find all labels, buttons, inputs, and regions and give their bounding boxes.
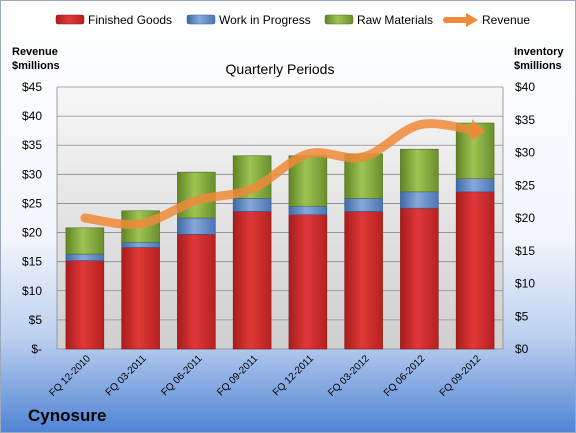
bar-work-in-progress	[455, 178, 495, 193]
legend-item-revenue: Revenue	[443, 13, 530, 27]
bar-work-in-progress	[177, 217, 216, 235]
bar-work-in-progress	[65, 253, 105, 261]
bar-finished-goods	[121, 247, 160, 350]
bar-finished-goods	[288, 214, 328, 350]
legend-item-finished-goods: Finished Goods	[55, 13, 172, 27]
bar-work-in-progress	[400, 191, 439, 209]
left-axis-title-line2: $millions	[12, 60, 60, 72]
bar-finished-goods	[344, 211, 383, 350]
right-tick-label: $10	[515, 277, 535, 291]
right-axis-title-line2: $millions	[514, 60, 562, 72]
bar-work-in-progress	[232, 198, 272, 212]
left-tick-label: $15	[22, 255, 42, 269]
bar-raw-materials	[400, 148, 439, 193]
legend-label-work-in-progress: Work in Progress	[219, 13, 311, 27]
legend-swatch-finished-goods	[55, 14, 85, 25]
legend-swatch-raw-materials	[324, 14, 354, 25]
left-tick-label: $5	[29, 313, 43, 327]
bar-finished-goods	[400, 207, 439, 350]
left-tick-label: $45	[22, 80, 42, 94]
bar-finished-goods	[455, 191, 495, 350]
left-tick-label: $10	[22, 284, 42, 298]
left-tick-label: $35	[22, 138, 42, 152]
left-tick-label: $40	[22, 109, 42, 123]
legend-item-work-in-progress: Work in Progress	[186, 13, 311, 27]
right-axis-ticks: $0 $5 $10 $15 $20 $25 $30 $35 $40	[515, 80, 535, 356]
right-tick-label: $40	[515, 80, 535, 94]
revenue-line-layer	[80, 119, 486, 229]
chart-title: Quarterly Periods	[226, 61, 335, 77]
bar-raw-materials	[65, 227, 105, 255]
right-tick-label: $35	[515, 113, 535, 127]
bar-work-in-progress	[344, 198, 383, 212]
right-axis-title-line1: Inventory	[514, 46, 564, 58]
left-tick-label: $-	[31, 342, 42, 356]
left-tick-label: $30	[22, 167, 42, 181]
revenue-arrowhead	[470, 119, 486, 142]
bar-work-in-progress	[288, 205, 328, 216]
legend-label-revenue: Revenue	[482, 13, 530, 27]
left-tick-label: $20	[22, 226, 42, 240]
legend-label-raw-materials: Raw Materials	[357, 13, 433, 27]
legend-label-finished-goods: Finished Goods	[88, 13, 172, 27]
right-tick-label: $20	[515, 211, 535, 225]
right-tick-label: $15	[515, 244, 535, 258]
left-axis-title-line1: Revenue	[12, 46, 58, 58]
left-tick-label: $25	[22, 196, 42, 210]
bar-finished-goods	[232, 211, 272, 350]
company-name: Cynosure	[28, 406, 106, 425]
legend-swatch-revenue	[443, 13, 478, 27]
legend-swatch-work-in-progress	[186, 14, 216, 25]
bar-work-in-progress	[121, 241, 160, 248]
bar-finished-goods	[177, 234, 216, 350]
right-tick-label: $25	[515, 178, 535, 192]
legend-item-raw-materials: Raw Materials	[324, 13, 433, 27]
revenue-line	[80, 119, 480, 229]
right-tick-label: $30	[515, 146, 535, 160]
right-tick-label: $0	[515, 342, 529, 356]
legend: Finished Goods Work in Progress Raw Mate…	[55, 13, 530, 27]
right-tick-label: $5	[515, 309, 529, 323]
bar-finished-goods	[65, 260, 105, 350]
left-axis-ticks: $- $5 $10 $15 $20 $25 $30 $35 $40 $45	[22, 80, 42, 356]
